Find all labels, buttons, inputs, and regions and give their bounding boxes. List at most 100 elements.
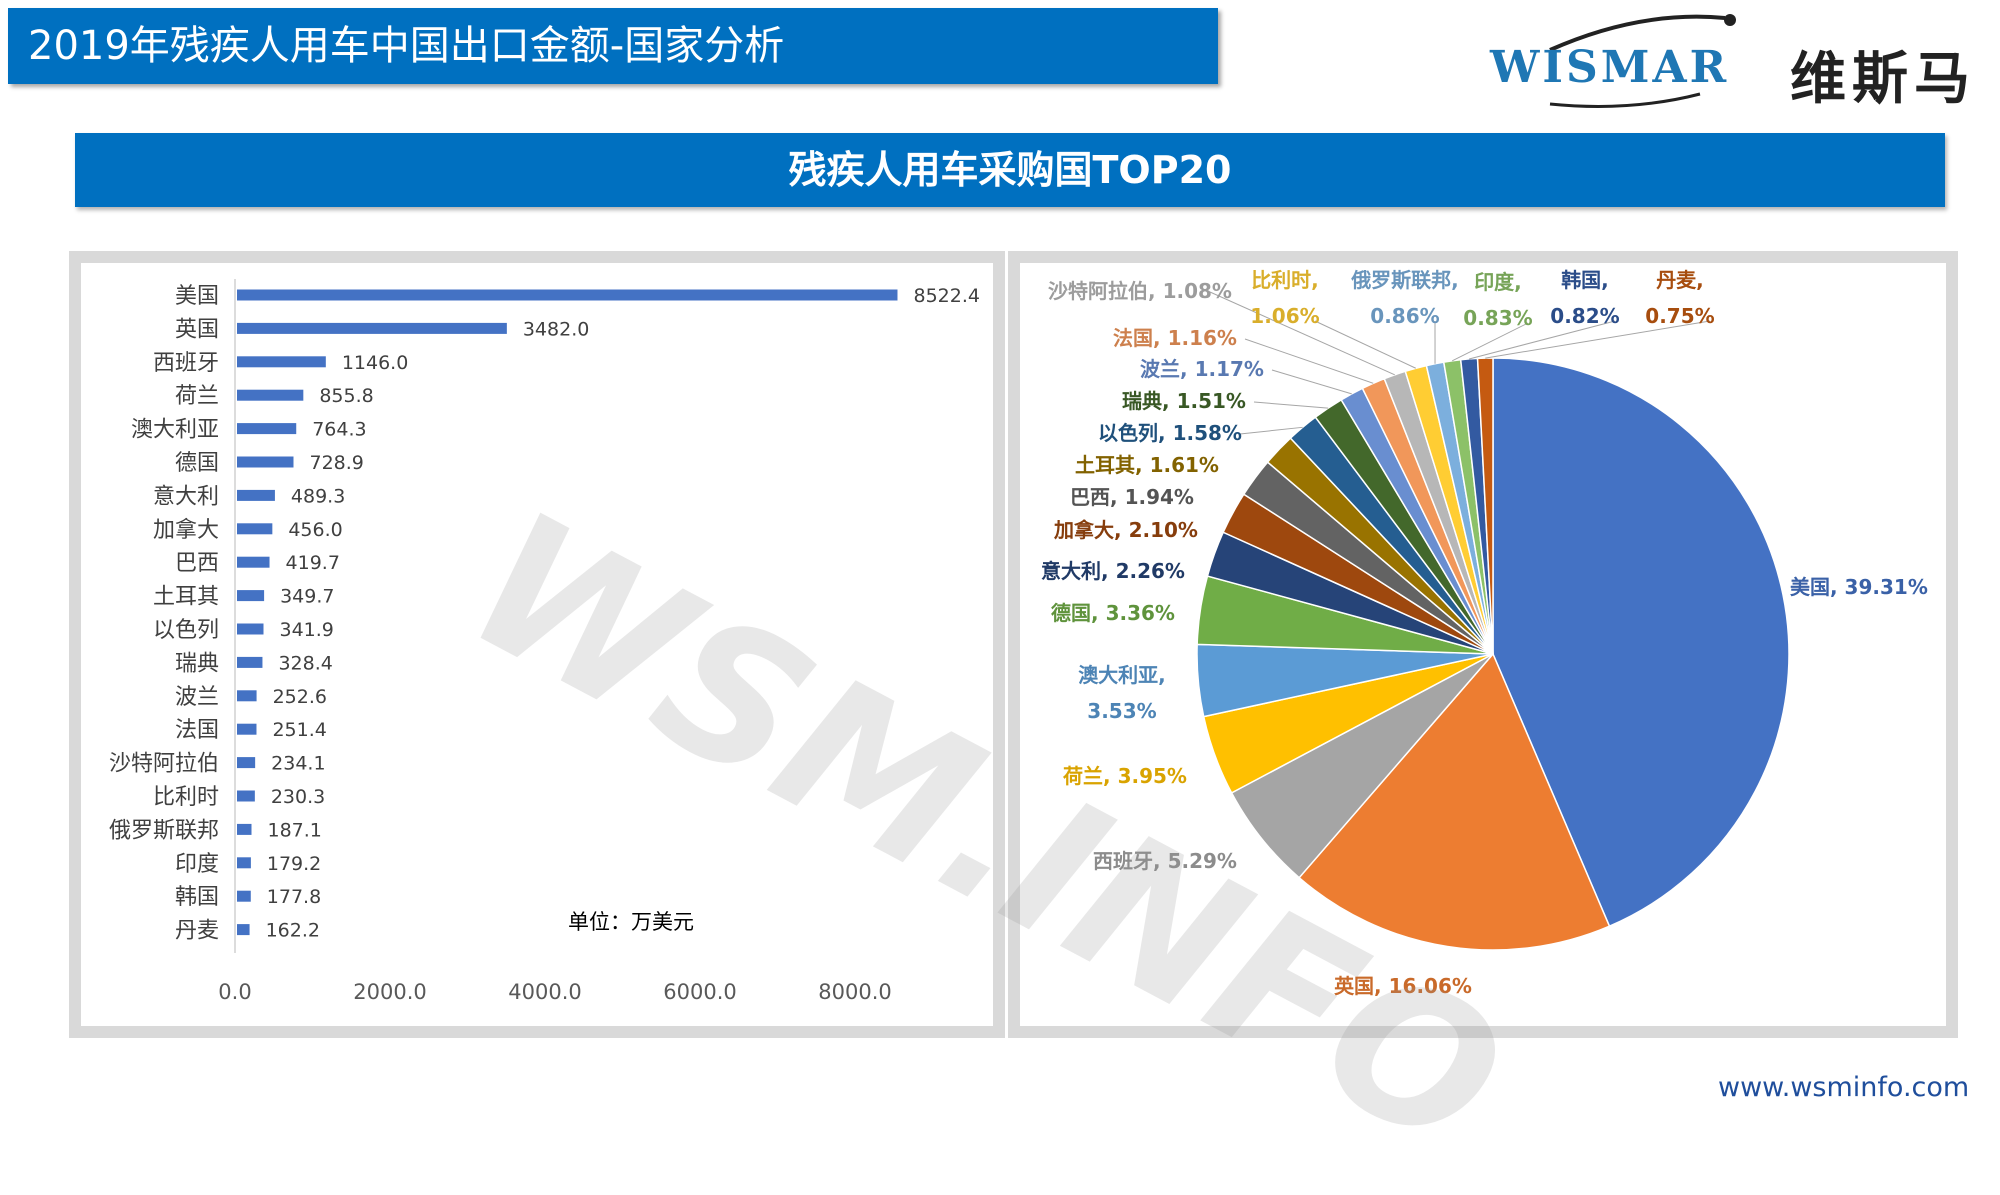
chart-banner: 残疾人用车采购国TOP20 (75, 133, 1945, 207)
slice-label: 美国, 39.31% (1790, 575, 1928, 599)
slice-label: 韩国, (1561, 268, 1609, 292)
slice-label: 丹麦, (1656, 268, 1704, 292)
bar (237, 657, 262, 668)
slice-label: 0.75% (1645, 304, 1714, 328)
pie-chart-panel: 美国, 39.31% 英国, 16.06% 西班牙, 5.29% 荷兰, 3.95% 澳… (1008, 251, 1958, 1038)
bar (237, 490, 275, 501)
value-label: 162.2 (266, 920, 320, 942)
category-label: 土耳其 (153, 585, 219, 610)
slice-label: 英国, 16.06% (1334, 974, 1472, 998)
bar (237, 590, 264, 601)
bar (237, 457, 293, 468)
value-label: 177.8 (267, 886, 321, 908)
slice-label: 0.86% (1370, 304, 1439, 328)
slice-label: 以色列, 1.58% (1098, 421, 1242, 445)
slice-label: 西班牙, 5.29% (1093, 849, 1237, 873)
slice-label: 德国, 3.36% (1051, 601, 1175, 625)
bar (237, 423, 296, 434)
website-link[interactable]: www.wsminfo.com (1718, 1072, 1969, 1103)
bar (237, 791, 255, 802)
x-tick-label: 2000.0 (353, 980, 426, 1004)
leader-line (1254, 402, 1328, 408)
value-label: 3482.0 (523, 318, 589, 340)
bar (237, 857, 251, 868)
category-label: 沙特阿拉伯 (109, 752, 219, 777)
value-label: 855.8 (319, 385, 373, 407)
value-label: 764.3 (312, 419, 366, 441)
bar (237, 290, 897, 301)
value-label: 8522.4 (913, 285, 979, 307)
bar (237, 924, 250, 935)
bar (237, 323, 507, 334)
category-label: 澳大利亚 (131, 418, 219, 443)
value-label: 341.9 (279, 619, 333, 641)
slice-label: 印度, (1474, 270, 1522, 294)
value-label: 456.0 (288, 519, 342, 541)
value-label: 489.3 (291, 485, 345, 507)
x-tick-label: 8000.0 (818, 980, 891, 1004)
category-label: 德国 (175, 451, 219, 476)
value-label: 349.7 (280, 586, 334, 608)
category-label: 英国 (175, 317, 219, 342)
value-label: 179.2 (267, 853, 321, 875)
slice-label: 俄罗斯联邦, (1350, 268, 1459, 292)
slice-label: 澳大利亚, (1078, 663, 1166, 687)
slice-label: 巴西, 1.94% (1070, 485, 1194, 509)
category-label: 意大利 (153, 484, 219, 509)
slice-label: 1.06% (1250, 304, 1319, 328)
value-label: 1146.0 (342, 352, 408, 374)
bar (237, 824, 252, 835)
leader-line (1245, 339, 1373, 383)
category-label: 丹麦 (175, 919, 219, 944)
category-label: 法国 (175, 718, 219, 743)
banner-title: 残疾人用车采购国TOP20 (789, 148, 1232, 192)
bar-chart-panel: 美国 8522.4 英国 3482.0 西班牙 1146.0 荷兰 855.8 澳大利亚 764.… (69, 251, 1005, 1038)
pie-chart: 美国, 39.31% 英国, 16.06% 西班牙, 5.29% 荷兰, 3.95% 澳… (1020, 263, 1946, 1026)
x-tick-label: 6000.0 (663, 980, 736, 1004)
leader-line (1240, 427, 1303, 434)
bar (237, 523, 272, 534)
x-tick-label: 0.0 (218, 980, 251, 1004)
value-label: 328.4 (278, 652, 332, 674)
value-label: 187.1 (268, 819, 322, 841)
category-label: 俄罗斯联邦 (109, 818, 219, 843)
slice-label: 荷兰, 3.95% (1063, 764, 1187, 788)
slice-label: 加拿大, 2.10% (1053, 518, 1198, 542)
slice-label: 法国, 1.16% (1113, 326, 1237, 350)
value-label: 230.3 (271, 786, 325, 808)
value-label: 251.4 (272, 719, 326, 741)
slice-label: 土耳其, 1.61% (1075, 453, 1219, 477)
category-label: 印度 (175, 852, 219, 877)
slice-label: 0.82% (1550, 304, 1619, 328)
value-label: 234.1 (271, 753, 325, 775)
category-label: 比利时 (153, 785, 219, 810)
slice-label: 3.53% (1087, 699, 1156, 723)
title-bar: 2019年残疾人用车中国出口金额-国家分析 (8, 8, 1218, 84)
x-tick-label: 4000.0 (508, 980, 581, 1004)
category-label: 巴西 (175, 551, 219, 576)
logo-text-en: WISMAR (1490, 42, 1729, 93)
slice-label: 0.83% (1463, 306, 1532, 330)
logo-text-cn: 维斯马 (1790, 34, 1976, 115)
unit-note: 单位：万美元 (568, 910, 694, 934)
category-label: 以色列 (153, 618, 219, 643)
bar (237, 557, 270, 568)
slice-label: 意大利, 2.26% (1041, 559, 1185, 583)
brand-logo: WISMAR 维斯马 (1490, 8, 1990, 118)
page-title: 2019年残疾人用车中国出口金额-国家分析 (28, 26, 784, 66)
bar-chart: 美国 8522.4 英国 3482.0 西班牙 1146.0 荷兰 855.8 澳大利亚 764.… (81, 263, 993, 1026)
leader-line (1272, 370, 1352, 394)
value-label: 728.9 (309, 452, 363, 474)
category-label: 荷兰 (175, 384, 219, 409)
category-label: 加拿大 (153, 517, 219, 543)
value-label: 252.6 (273, 686, 327, 708)
value-label: 419.7 (286, 552, 340, 574)
bar (237, 624, 263, 635)
bar (237, 390, 303, 401)
bar (237, 356, 326, 367)
category-label: 波兰 (175, 685, 219, 710)
slice-label: 波兰, 1.17% (1140, 357, 1264, 381)
category-label: 西班牙 (153, 351, 219, 376)
bar (237, 891, 251, 902)
category-label: 美国 (175, 284, 219, 309)
